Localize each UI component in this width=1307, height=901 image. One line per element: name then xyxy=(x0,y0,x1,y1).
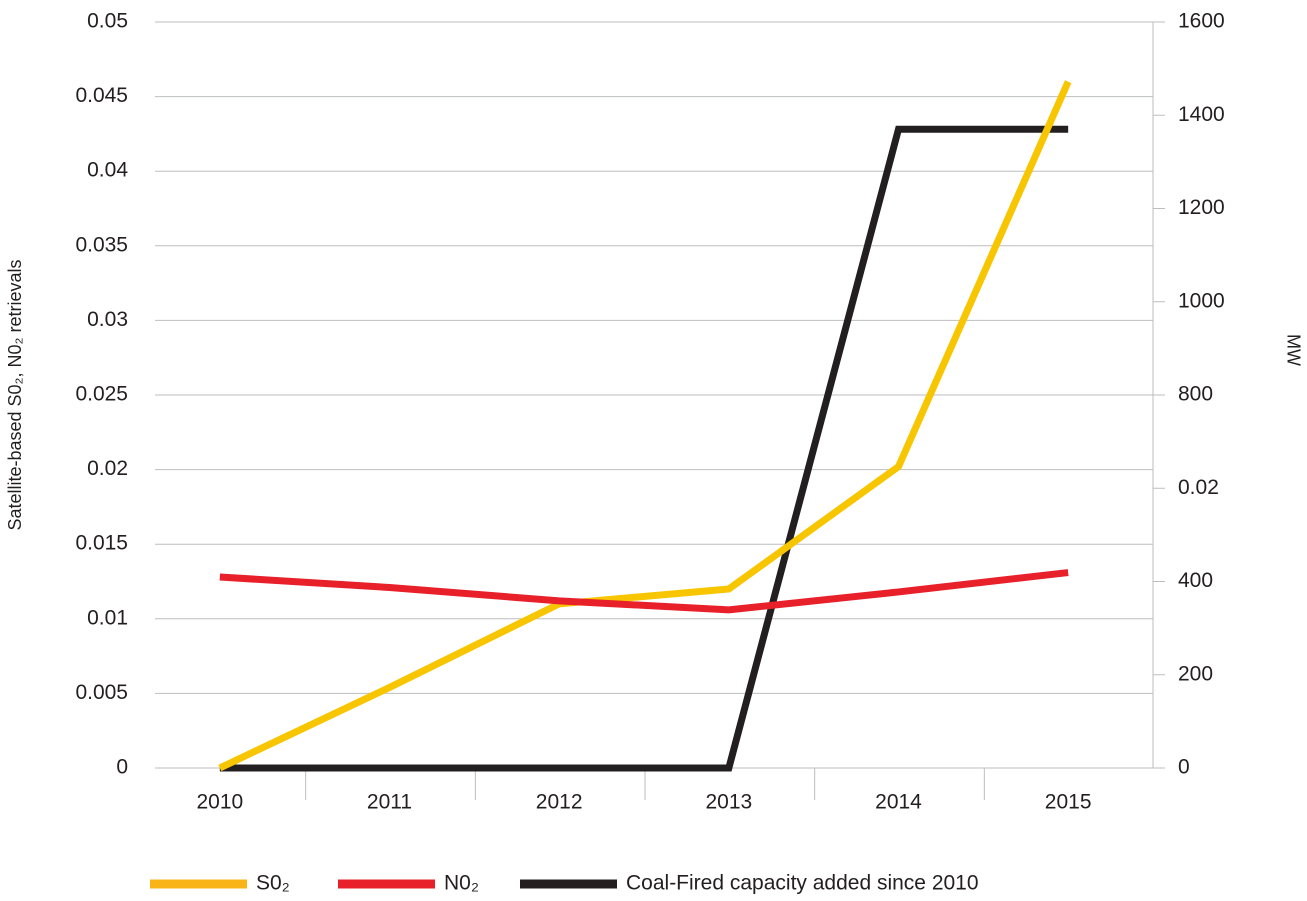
series-line xyxy=(218,80,1072,772)
y2-tick-label: 1200 xyxy=(1178,196,1225,219)
y2-tick-label: 1600 xyxy=(1178,10,1225,33)
y2-tick-label: 1000 xyxy=(1178,289,1225,312)
x-tick-label: 2011 xyxy=(367,791,412,814)
y-tick-label: 0.05 xyxy=(87,10,128,33)
x-tick-label: 2010 xyxy=(196,791,243,814)
y2-tick-label: 400 xyxy=(1178,569,1213,592)
y2-axis-title: MW xyxy=(1283,334,1303,366)
y-tick-label: 0 xyxy=(116,756,128,779)
y2-tick-label: 0 xyxy=(1178,756,1190,779)
y2-tick-label: 0.02 xyxy=(1178,476,1219,499)
series-line xyxy=(219,125,1069,772)
legend-label: N0₂ xyxy=(444,872,479,895)
y-tick-label: 0.04 xyxy=(87,159,128,182)
x-tick-label: 2013 xyxy=(705,791,752,814)
y-tick-label: 0.01 xyxy=(87,606,128,629)
x-tick-label: 2014 xyxy=(875,791,922,814)
y2-tick-label: 1400 xyxy=(1178,103,1225,126)
y-tick-label: 0.02 xyxy=(87,457,128,480)
series-line xyxy=(219,569,1069,614)
y-tick-label: 0.035 xyxy=(75,233,128,256)
y-tick-label: 0.015 xyxy=(75,532,128,555)
legend-label: Coal-Fired capacity added since 2010 xyxy=(626,872,979,895)
x-tick-label: 2015 xyxy=(1045,791,1092,814)
y-tick-label: 0.045 xyxy=(75,84,128,107)
y2-tick-label: 200 xyxy=(1178,662,1213,685)
legend-label: S0₂ xyxy=(256,872,290,895)
y-tick-label: 0.005 xyxy=(75,681,128,704)
x-tick-label: 2012 xyxy=(536,791,583,814)
y-axis-title: Satellite-based S0₂, N0₂ retrievals xyxy=(5,259,25,530)
y2-tick-label: 800 xyxy=(1178,383,1213,406)
y-tick-label: 0.025 xyxy=(75,383,128,406)
y-tick-label: 0.03 xyxy=(87,308,128,331)
